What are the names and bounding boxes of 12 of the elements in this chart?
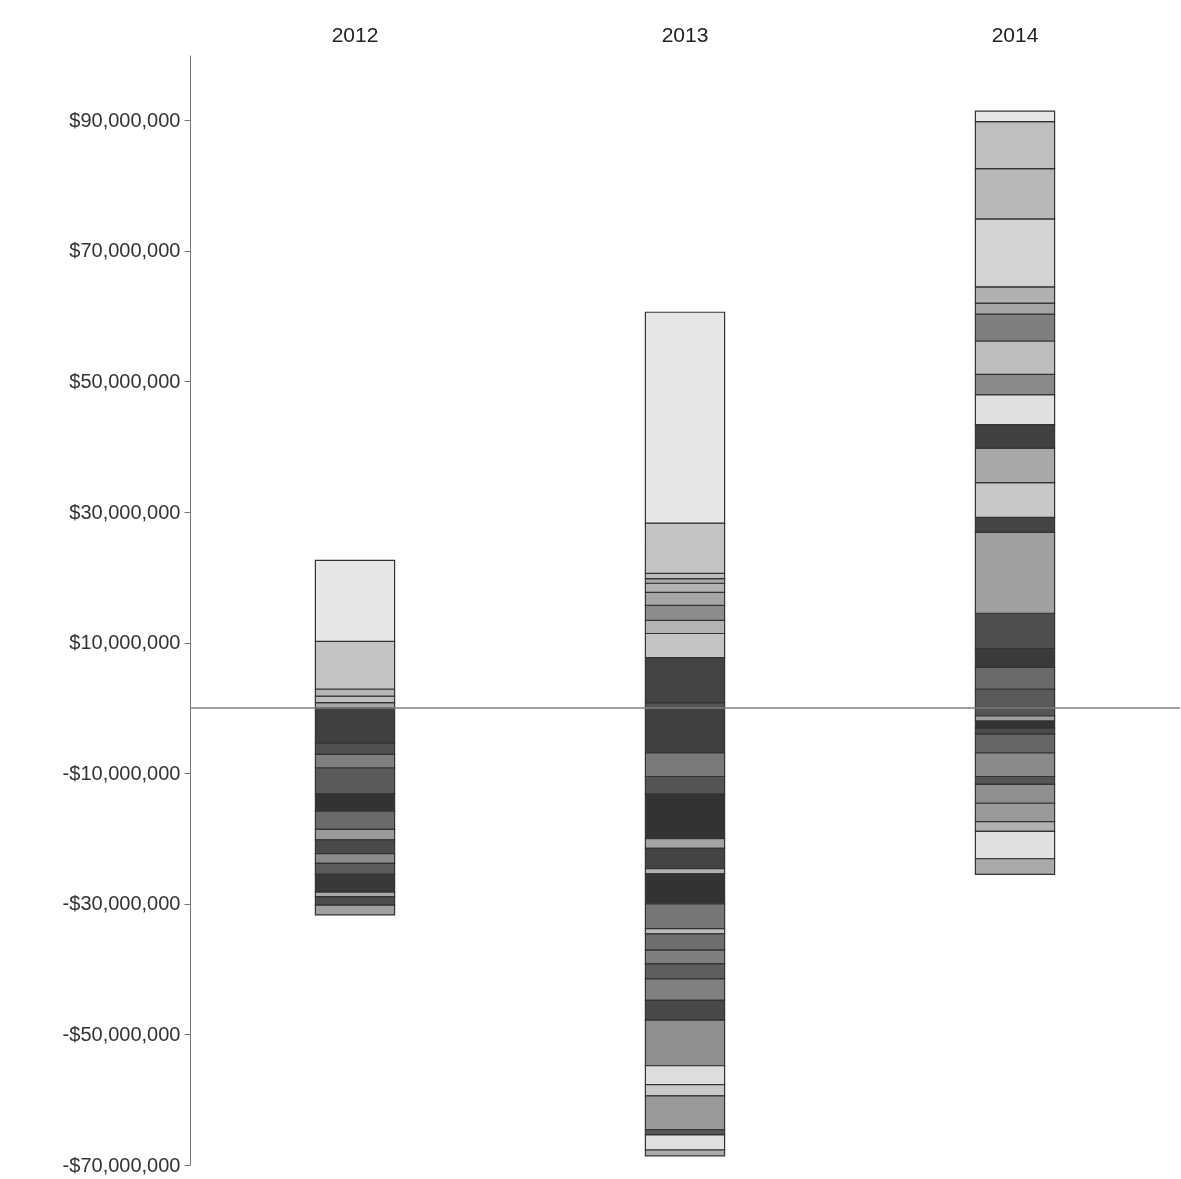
y-tick-label: $30,000,000 xyxy=(69,500,181,523)
x-tick-label: 2013 xyxy=(661,22,709,46)
y-tick-label: $50,000,000 xyxy=(69,369,181,392)
y-tick-label: -$30,000,000 xyxy=(62,892,181,915)
y-tick-label: -$70,000,000 xyxy=(62,1153,181,1176)
y-tick-label: $90,000,000 xyxy=(69,108,181,131)
y-tick-label: $70,000,000 xyxy=(69,239,181,262)
x-tick-label: 2012 xyxy=(331,22,379,46)
y-tick-label: -$10,000,000 xyxy=(62,761,181,784)
y-tick-label: $10,000,000 xyxy=(69,631,181,654)
x-tick-label: 2014 xyxy=(991,22,1039,46)
y-tick-label: -$50,000,000 xyxy=(62,1022,181,1045)
